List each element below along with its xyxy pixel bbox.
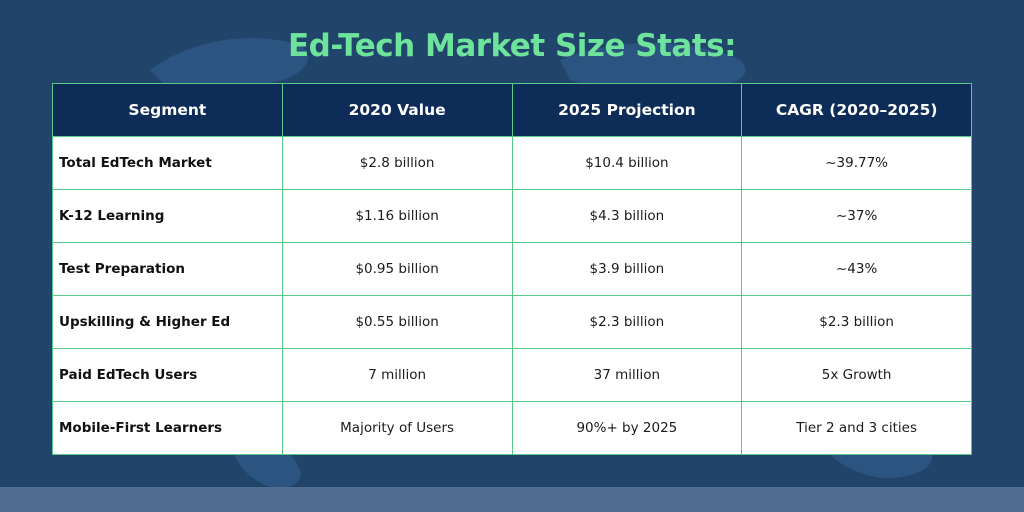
column-header-segment: Segment bbox=[52, 83, 283, 137]
segment-cell: K-12 Learning bbox=[52, 189, 283, 243]
table-header-row: Segment 2020 Value 2025 Projection CAGR … bbox=[52, 83, 972, 137]
table-row: Total EdTech Market $2.8 billion $10.4 b… bbox=[52, 136, 972, 190]
table-row: Paid EdTech Users 7 million 37 million 5… bbox=[52, 348, 972, 402]
projection-2025-cell: 90%+ by 2025 bbox=[511, 401, 743, 455]
segment-cell: Upskilling & Higher Ed bbox=[52, 295, 283, 349]
projection-2025-cell: $2.3 billion bbox=[511, 295, 743, 349]
table-row: K-12 Learning $1.16 billion $4.3 billion… bbox=[52, 189, 972, 243]
projection-2025-cell: $3.9 billion bbox=[511, 242, 743, 296]
segment-cell: Mobile-First Learners bbox=[52, 401, 283, 455]
page-title: Ed-Tech Market Size Stats: bbox=[288, 28, 737, 64]
market-stats-table: Segment 2020 Value 2025 Projection CAGR … bbox=[52, 83, 972, 455]
projection-2025-cell: $10.4 billion bbox=[511, 136, 743, 190]
projection-2025-cell: $4.3 billion bbox=[511, 189, 743, 243]
segment-cell: Test Preparation bbox=[52, 242, 283, 296]
projection-2025-cell: 37 million bbox=[511, 348, 743, 402]
bottom-band bbox=[0, 487, 1024, 512]
segment-cell: Paid EdTech Users bbox=[52, 348, 283, 402]
cagr-cell: ~39.77% bbox=[741, 136, 972, 190]
column-header-cagr: CAGR (2020–2025) bbox=[741, 83, 972, 137]
cagr-cell: ~43% bbox=[741, 242, 972, 296]
value-2020-cell: $1.16 billion bbox=[281, 189, 513, 243]
cagr-cell: 5x Growth bbox=[741, 348, 972, 402]
segment-cell: Total EdTech Market bbox=[52, 136, 283, 190]
column-header-2020-value: 2020 Value bbox=[281, 83, 513, 137]
table-row: Mobile-First Learners Majority of Users … bbox=[52, 401, 972, 455]
value-2020-cell: $0.95 billion bbox=[281, 242, 513, 296]
value-2020-cell: $0.55 billion bbox=[281, 295, 513, 349]
value-2020-cell: 7 million bbox=[281, 348, 513, 402]
table-row: Upskilling & Higher Ed $0.55 billion $2.… bbox=[52, 295, 972, 349]
cagr-cell: ~37% bbox=[741, 189, 972, 243]
table-row: Test Preparation $0.95 billion $3.9 bill… bbox=[52, 242, 972, 296]
column-header-2025-projection: 2025 Projection bbox=[511, 83, 743, 137]
cagr-cell: $2.3 billion bbox=[741, 295, 972, 349]
cagr-cell: Tier 2 and 3 cities bbox=[741, 401, 972, 455]
value-2020-cell: Majority of Users bbox=[281, 401, 513, 455]
value-2020-cell: $2.8 billion bbox=[281, 136, 513, 190]
